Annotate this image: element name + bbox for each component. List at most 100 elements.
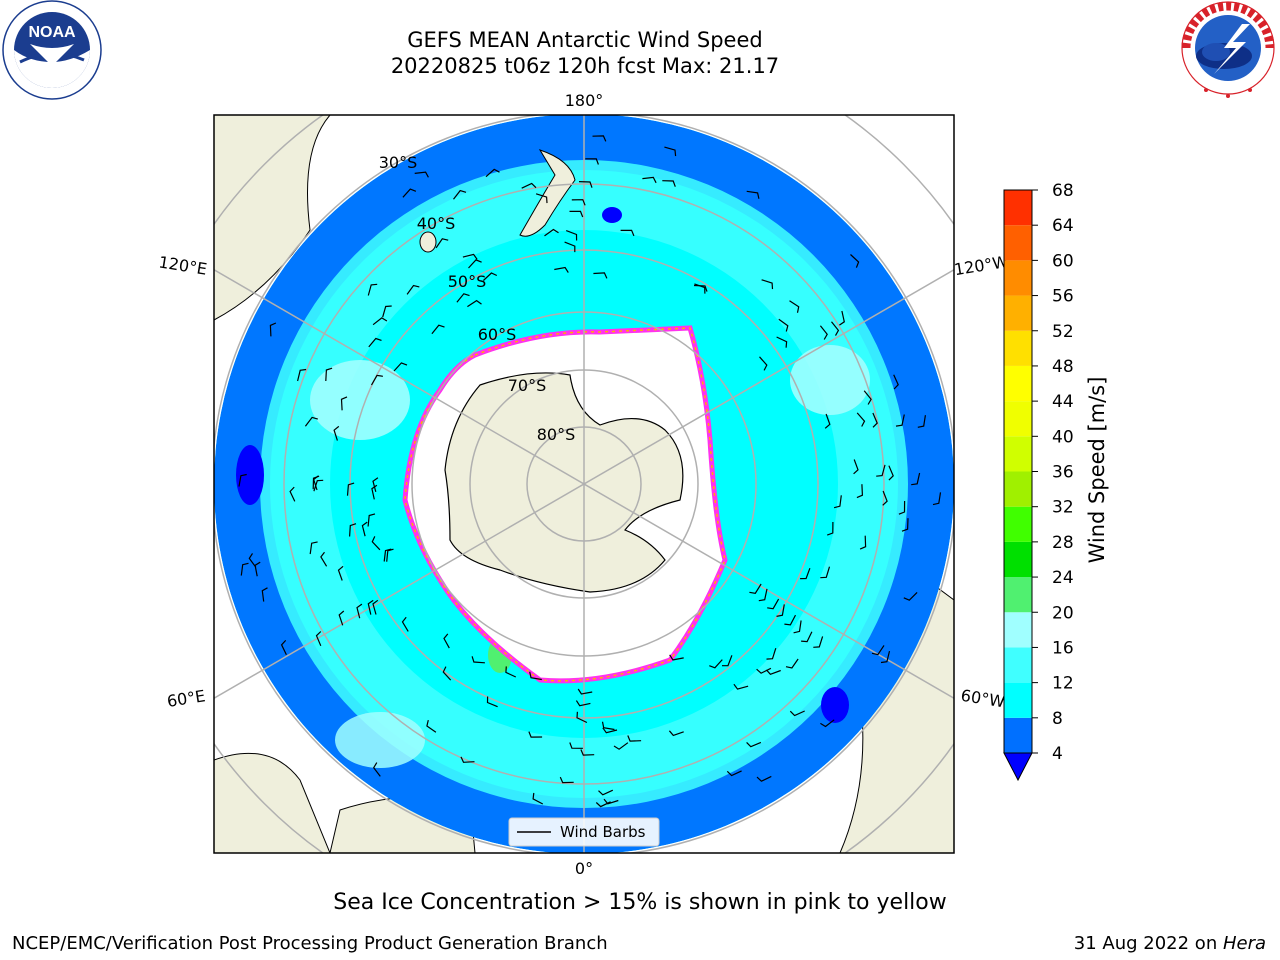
colorbar-tick-label: 44	[1052, 392, 1074, 412]
wind-barb	[453, 189, 467, 200]
colorbar-bin	[1004, 260, 1032, 296]
wind-barb	[462, 253, 478, 260]
colorbar-bin	[1004, 190, 1032, 226]
wind-barb	[238, 473, 247, 487]
wind-barb	[414, 171, 429, 178]
wind-barb	[761, 279, 774, 290]
wind-barb	[349, 523, 357, 537]
wind-barb	[535, 193, 548, 204]
wind-barb	[601, 721, 615, 731]
wind-barb	[592, 135, 607, 142]
colorbar-bin	[1004, 647, 1032, 683]
wind-barb	[785, 658, 799, 669]
wind-barb	[888, 465, 894, 481]
wind-barb	[313, 479, 324, 492]
wind-barb	[367, 283, 378, 296]
colorbar-bin	[1004, 612, 1032, 648]
wind-barb	[564, 241, 576, 253]
wind-barb	[435, 238, 449, 249]
wind-barb	[337, 565, 344, 581]
noaa-logo-text: NOAA	[28, 24, 76, 41]
lat-label-60s: 60°S	[478, 325, 517, 344]
sea-ice-caption: Sea Ice Concentration > 15% is shown in …	[333, 890, 947, 915]
wind-barb	[746, 741, 762, 748]
wind-barb	[532, 792, 544, 805]
colorbar-bin	[1004, 225, 1032, 261]
wind-barb	[871, 645, 885, 656]
wind-barb	[443, 633, 450, 649]
wind-barb	[471, 656, 485, 664]
lat-label-50s: 50°S	[448, 272, 487, 291]
wind-barb	[333, 425, 340, 441]
colorbar-tick-label: 56	[1052, 287, 1074, 307]
wind-barb	[309, 541, 318, 555]
colorbar-bin	[1004, 401, 1032, 437]
wind-barb	[372, 762, 381, 777]
wind-barb	[289, 486, 296, 502]
wind-barb	[371, 536, 381, 551]
antarctica-land	[444, 372, 684, 593]
colorbar-bin	[1004, 330, 1032, 366]
new-zealand-land	[519, 149, 576, 237]
colorbar-tick-label: 4	[1052, 744, 1063, 764]
wind-barb	[880, 650, 891, 664]
wind-barb	[467, 299, 482, 308]
colorbar-bin	[1004, 541, 1032, 578]
lon-label-60w: 60°W	[960, 686, 1007, 712]
wind-barb	[372, 317, 388, 326]
colorbar-tick-label: 36	[1052, 463, 1074, 483]
wind-barb	[569, 742, 583, 749]
footer-date-text: 31 Aug 2022 on	[1073, 933, 1223, 954]
wind-barb	[709, 659, 723, 669]
wind-barb	[882, 490, 888, 506]
wind-barb	[325, 367, 333, 382]
map-subtitle: 20220825 t06z 120h fcst Max: 21.17	[390, 54, 780, 78]
wind-barb	[340, 396, 348, 411]
wind-barb	[664, 146, 677, 157]
wind-barb	[627, 735, 642, 742]
wind-barb	[578, 181, 593, 188]
colorbar-bin	[1004, 471, 1032, 507]
colorbar-tick-label: 64	[1052, 216, 1074, 236]
wind-barb	[694, 283, 706, 294]
wind-barb	[850, 254, 860, 268]
wind-barb	[833, 495, 842, 509]
wind-barb	[824, 413, 831, 429]
lat-label-30s: 30°S	[379, 153, 418, 172]
wind-barb	[468, 259, 482, 269]
wind-barb	[820, 719, 835, 728]
wind-barb	[575, 700, 591, 707]
wind-barb	[280, 639, 287, 655]
wind-barb	[406, 284, 420, 295]
lon-label-120w: 120°W	[953, 252, 1010, 279]
wind-barb	[544, 228, 559, 237]
wind-barb	[505, 666, 517, 678]
wind-barb	[442, 666, 452, 681]
wind-barb	[801, 631, 813, 643]
wind-barb	[482, 272, 498, 281]
colorbar-tick-label: 28	[1052, 533, 1074, 553]
wind-barb	[820, 566, 831, 579]
wind-barb	[766, 648, 777, 660]
wind-barb	[297, 368, 307, 382]
wind-barb	[613, 742, 629, 750]
wind-barb	[726, 770, 742, 777]
wind-barb	[895, 414, 905, 427]
wind-barb	[320, 551, 328, 567]
map-title: GEFS MEAN Antarctic Wind Speed	[407, 28, 763, 52]
wind-barb	[819, 325, 828, 340]
wind-barb	[312, 475, 320, 490]
wind-barb	[756, 775, 772, 782]
wind-barbs	[238, 135, 942, 808]
wind-barb	[426, 719, 437, 733]
wind-barb	[932, 492, 942, 506]
wind-barb	[901, 518, 909, 532]
colorbar-bin	[1004, 717, 1032, 753]
wind-barb	[876, 464, 886, 477]
wind-barb	[668, 730, 684, 737]
colorbar-tick-label: 52	[1052, 322, 1074, 342]
lon-label-60e: 60°E	[166, 686, 207, 711]
wind-barb	[602, 727, 618, 734]
